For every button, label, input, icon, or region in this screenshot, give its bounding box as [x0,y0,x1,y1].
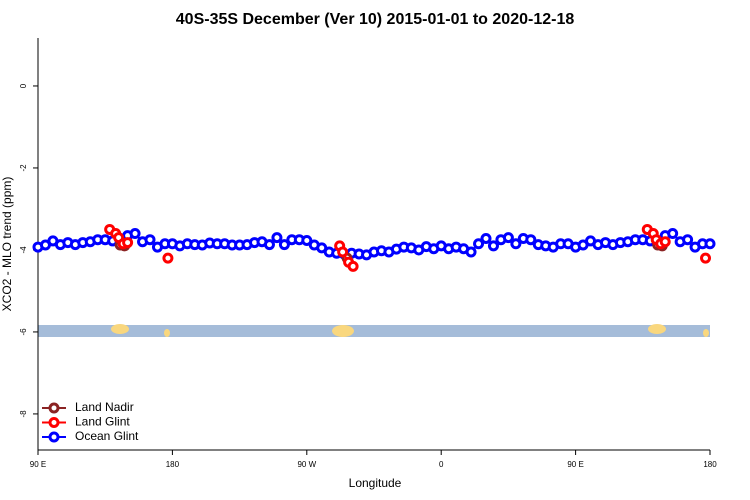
ocean-band [38,325,710,337]
legend-label: Ocean Glint [75,429,139,443]
chart-title: 40S-35S December (Ver 10) 2015-01-01 to … [176,11,575,28]
legend-marker [48,417,60,428]
x-axis-label: Longitude [349,476,402,490]
point [263,239,275,251]
point [487,240,499,252]
point [337,246,349,258]
x-tick-label: 90 W [297,460,316,469]
y-tick-label: -2 [19,164,28,172]
point [473,238,485,250]
point [510,238,522,250]
land [332,325,354,337]
y-tick-label: 0 [19,83,28,88]
point [525,234,537,246]
point [347,260,359,272]
point [162,252,174,264]
land [111,324,129,334]
land [648,324,666,334]
point [480,232,492,244]
x-tick-label: 90 E [30,460,46,469]
y-tick-label: -8 [19,410,28,418]
point [122,237,134,249]
x-tick-label: 0 [439,460,444,469]
point [659,236,671,248]
point [129,228,141,240]
point [144,234,156,246]
x-tick-label: 180 [703,460,717,469]
point [700,252,712,264]
legend-marker [48,431,60,443]
x-tick-label: 90 E [567,460,583,469]
y-tick-label: -4 [19,246,28,254]
point [704,238,716,250]
map-strip [38,324,710,337]
point [682,234,694,246]
point [502,232,514,244]
point [667,228,679,240]
y-axis-label: XCO2 - MLO trend (ppm) [0,177,14,312]
land [164,329,170,337]
x-tick-label: 180 [166,460,180,469]
legend-marker [48,402,60,414]
point [465,246,477,258]
land [703,329,709,337]
point [271,232,283,244]
legend-label: Land Nadir [75,400,134,414]
legend-label: Land Glint [75,415,130,429]
point [278,239,290,251]
point [301,235,313,247]
y-tick-label: -6 [19,328,28,336]
